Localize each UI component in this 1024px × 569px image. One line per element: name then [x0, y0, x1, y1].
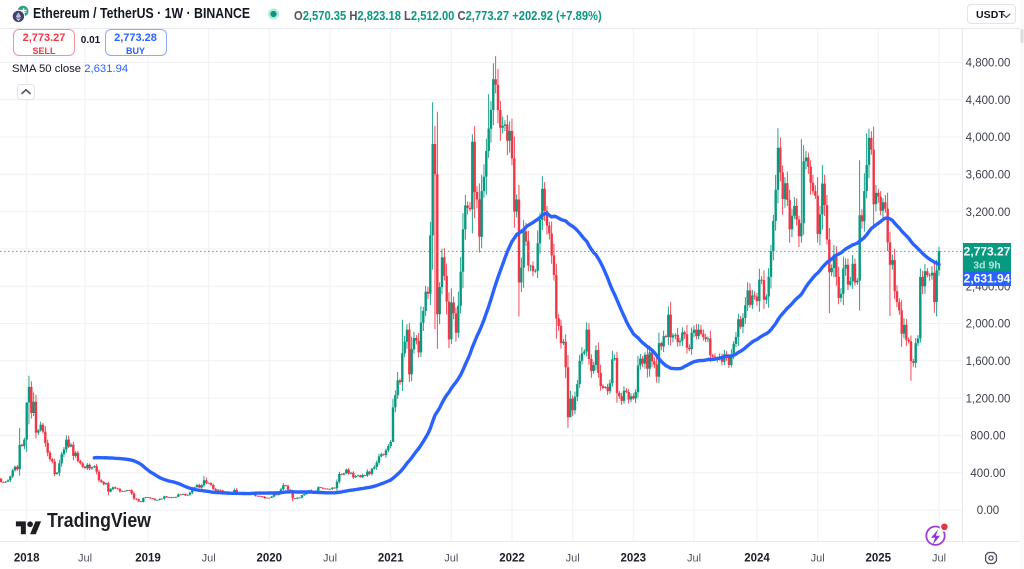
svg-text:4,000.00: 4,000.00: [966, 132, 1011, 144]
svg-text:1,600.00: 1,600.00: [966, 356, 1011, 368]
svg-text:800.00: 800.00: [970, 431, 1005, 443]
svg-text:2018: 2018: [14, 553, 40, 565]
svg-text:2023: 2023: [621, 553, 647, 565]
svg-text:Jul: Jul: [932, 553, 946, 565]
svg-text:2021: 2021: [378, 553, 404, 565]
svg-text:2,773.27: 2,773.27: [964, 245, 1011, 259]
svg-text:3d 9h: 3d 9h: [973, 259, 1000, 271]
svg-text:3,600.00: 3,600.00: [966, 170, 1011, 182]
svg-text:0.00: 0.00: [977, 505, 999, 517]
svg-text:Jul: Jul: [566, 553, 580, 565]
svg-text:3,200.00: 3,200.00: [966, 207, 1011, 219]
svg-text:Jul: Jul: [687, 553, 701, 565]
svg-text:4,800.00: 4,800.00: [966, 58, 1011, 70]
svg-text:2,000.00: 2,000.00: [966, 319, 1011, 331]
svg-text:2025: 2025: [866, 553, 892, 565]
svg-text:4,400.00: 4,400.00: [966, 95, 1011, 107]
svg-text:Jul: Jul: [202, 553, 216, 565]
svg-text:Jul: Jul: [323, 553, 337, 565]
svg-text:2020: 2020: [257, 553, 283, 565]
svg-text:2022: 2022: [499, 553, 525, 565]
svg-text:2024: 2024: [744, 553, 770, 565]
svg-text:2,631.94: 2,631.94: [964, 272, 1011, 286]
svg-text:Jul: Jul: [444, 553, 458, 565]
svg-text:Jul: Jul: [78, 553, 92, 565]
svg-text:Jul: Jul: [811, 553, 825, 565]
svg-text:2019: 2019: [135, 553, 161, 565]
svg-text:400.00: 400.00: [970, 468, 1005, 480]
svg-text:1,200.00: 1,200.00: [966, 393, 1011, 405]
